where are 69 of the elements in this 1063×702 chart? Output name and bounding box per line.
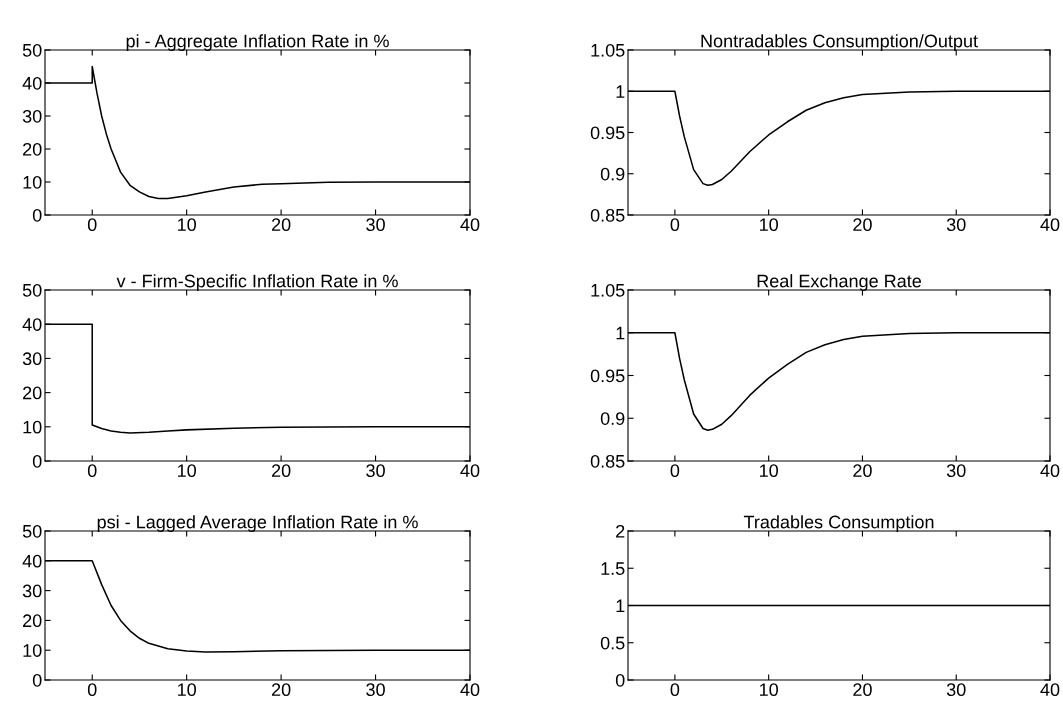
x-tick-label: 40 (1040, 218, 1060, 232)
x-tick-label: 40 (1040, 683, 1060, 697)
x-tick-label: 20 (271, 218, 291, 232)
x-tick-label: 0 (87, 683, 97, 697)
x-tick-label: 10 (760, 218, 778, 232)
x-tick-label: 10 (178, 464, 196, 478)
y-tick-label: 0.85 (590, 454, 625, 468)
y-tick-label: 10 (23, 175, 42, 189)
x-tick-label: 10 (178, 218, 196, 232)
x-tick-label: 30 (366, 218, 385, 232)
y-tick-label: 0 (615, 673, 625, 687)
x-tick-label: 40 (460, 464, 480, 478)
y-tick-label: 20 (23, 386, 42, 400)
chart-title: Nontradables Consumption/Output (701, 34, 978, 51)
y-tick-label: 50 (22, 524, 42, 538)
y-tick-label: 0.5 (600, 636, 625, 650)
y-tick-label: 0 (32, 454, 42, 468)
y-tick-label: 2 (616, 524, 625, 538)
y-tick-label: 1 (616, 599, 625, 613)
y-tick-label: 30 (22, 352, 42, 366)
chart-title: Tradables Consumption (743, 515, 934, 532)
y-tick-label: 0.85 (590, 208, 625, 222)
x-tick-label: 30 (366, 683, 385, 697)
x-tick-label: 20 (853, 683, 872, 697)
x-tick-label: 20 (853, 464, 872, 478)
x-tick-label: 10 (760, 683, 778, 697)
x-tick-label: 0 (87, 464, 97, 478)
y-tick-label: 0.95 (590, 369, 625, 383)
y-tick-label: 20 (23, 142, 42, 156)
x-tick-label: 40 (1040, 464, 1060, 478)
y-tick-label: 0.9 (600, 167, 625, 181)
y-tick-label: 0 (32, 673, 42, 687)
x-tick-label: 30 (366, 464, 385, 478)
x-tick-label: 0 (670, 218, 680, 232)
x-tick-label: 0 (87, 218, 97, 232)
chart-title: pi - Aggregate Inflation Rate in % (126, 34, 389, 51)
y-tick-label: 0.9 (600, 412, 625, 425)
x-tick-label: 20 (271, 464, 291, 478)
x-tick-label: 40 (460, 218, 480, 232)
x-tick-label: 30 (946, 218, 966, 232)
chart-title: psi - Lagged Average Inflation Rate in % (97, 515, 418, 532)
x-tick-label: 20 (853, 218, 872, 232)
y-tick-label: 0.95 (590, 126, 625, 140)
x-tick-label: 0 (670, 464, 680, 478)
x-tick-label: 20 (271, 683, 291, 697)
y-tick-label: 1 (616, 85, 625, 98)
x-tick-label: 0 (670, 683, 680, 697)
x-tick-label: 10 (760, 464, 778, 478)
x-tick-label: 40 (460, 683, 480, 697)
x-tick-label: 30 (946, 464, 966, 478)
x-tick-label: 10 (178, 683, 196, 697)
y-tick-label: 20 (23, 614, 42, 628)
y-tick-label: 10 (23, 644, 42, 657)
y-tick-label: 1.05 (591, 283, 625, 297)
y-tick-label: 50 (22, 43, 42, 57)
y-tick-label: 40 (22, 554, 42, 568)
y-tick-label: 0 (32, 208, 42, 222)
chart-title: Real Exchange Rate (757, 274, 922, 291)
x-tick-label: 30 (946, 683, 966, 697)
y-tick-label: 10 (23, 420, 42, 434)
chart-title: v - Firm-Specific Inflation Rate in % (116, 274, 398, 291)
y-tick-label: 40 (22, 318, 42, 331)
y-tick-label: 30 (22, 584, 42, 598)
y-tick-label: 40 (22, 76, 42, 90)
y-tick-label: 30 (22, 109, 42, 123)
y-tick-label: 1 (616, 326, 625, 340)
y-tick-label: 1.05 (591, 43, 625, 57)
y-tick-label: 50 (22, 283, 42, 297)
y-tick-label: 1.5 (601, 562, 625, 575)
